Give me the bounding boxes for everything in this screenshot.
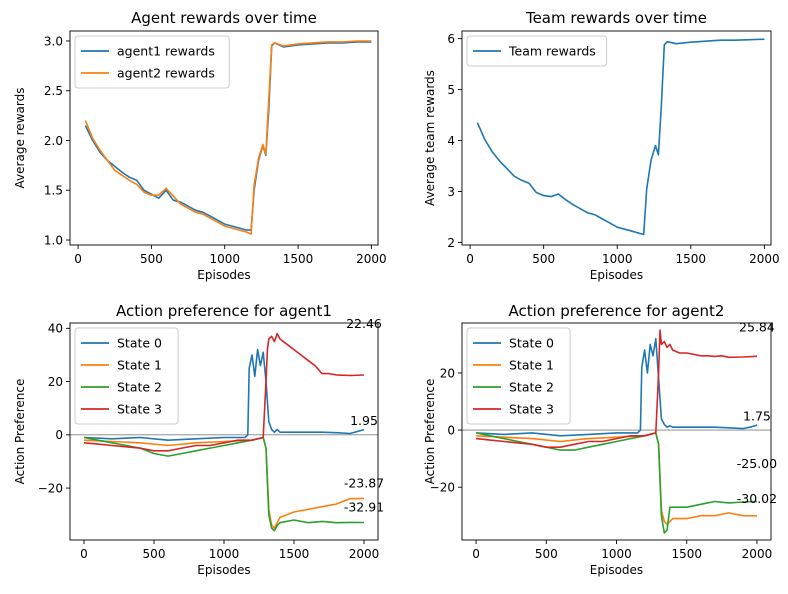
legend: Team rewards <box>466 35 608 67</box>
y-tick-label: −20 <box>38 481 63 495</box>
x-tick-label: 2000 <box>749 252 780 266</box>
x-tick-label: 0 <box>466 252 474 266</box>
y-tick-label: −20 <box>430 480 455 494</box>
y-axis-label: Action Preference <box>423 379 437 485</box>
legend-label: Team rewards <box>508 44 596 59</box>
legend-box <box>74 35 230 89</box>
x-tick-label: 1000 <box>209 252 240 266</box>
chart-panel-2: Team rewards over time 0 500 1000 1500 2000 2 3… <box>423 9 780 282</box>
final-value-annotation: 1.95 <box>350 413 378 428</box>
x-axis-label: Episodes <box>197 563 250 577</box>
x-tick-label: 2000 <box>356 252 387 266</box>
chart-panel-3: Action preference for agent1 0 500 1000 1500… <box>13 302 384 577</box>
y-tick-label: 40 <box>48 322 63 336</box>
x-tick-label: 1500 <box>283 252 314 266</box>
legend-label: State 0 <box>117 336 162 351</box>
chart-title: Action preference for agent2 <box>509 302 725 320</box>
y-axis-label: Action Preference <box>13 379 27 485</box>
series-line-state-3 <box>475 329 758 449</box>
x-tick-label: 2000 <box>742 547 773 561</box>
x-tick-label: 0 <box>472 547 480 561</box>
legend: agent1 rewards agent2 rewards <box>74 35 230 89</box>
y-axis-label: Average rewards <box>13 88 27 189</box>
legend-label: State 1 <box>509 358 554 373</box>
x-tick-label: 1500 <box>671 547 702 561</box>
y-tick-label: 20 <box>48 375 63 389</box>
legend-label: agent1 rewards <box>117 44 215 59</box>
y-tick-label: 20 <box>440 366 455 380</box>
x-tick-label: 500 <box>535 547 558 561</box>
legend-box <box>74 327 179 425</box>
y-tick-label: 2.5 <box>44 84 63 98</box>
y-tick-label: 2 <box>447 236 455 250</box>
x-axis-label: Episodes <box>197 268 250 282</box>
x-tick-label: 1000 <box>209 547 240 561</box>
series-line-team-rewards <box>476 38 765 236</box>
final-value-annotation: 1.75 <box>743 409 771 424</box>
legend-box <box>466 327 571 425</box>
x-tick-label: 500 <box>140 252 163 266</box>
x-tick-label: 0 <box>80 547 88 561</box>
y-axis-label: Average team rewards <box>423 70 437 206</box>
y-tick-label: 3 <box>447 185 455 199</box>
final-value-annotation: -32.91 <box>344 500 384 515</box>
legend-label: State 3 <box>509 402 554 417</box>
x-tick-label: 2000 <box>349 547 380 561</box>
x-tick-label: 500 <box>143 547 166 561</box>
legend: State 0 State 1 State 2 State 3 <box>74 327 179 425</box>
chart-panel-4: Action preference for agent2 0 500 1000 1500… <box>423 302 777 577</box>
legend-label: State 1 <box>117 358 162 373</box>
y-tick-label: 3.0 <box>44 34 63 48</box>
y-tick-label: 1.0 <box>44 233 63 247</box>
y-tick-label: 0 <box>447 423 455 437</box>
series-line-state-1 <box>475 432 758 526</box>
series-line-state-1 <box>83 436 365 529</box>
x-tick-label: 1500 <box>676 252 707 266</box>
legend-label: State 2 <box>509 380 554 395</box>
y-tick-label: 6 <box>447 32 455 46</box>
legend-label: State 3 <box>117 402 162 417</box>
y-tick-label: 2.0 <box>44 134 63 148</box>
chart-title: Agent rewards over time <box>131 9 317 27</box>
x-tick-label: 1000 <box>601 547 632 561</box>
x-tick-label: 1500 <box>279 547 310 561</box>
final-value-annotation: 22.46 <box>346 316 382 331</box>
plot-frame <box>69 30 379 246</box>
series-line-agent2-rewards <box>84 40 372 235</box>
legend-label: State 0 <box>509 336 554 351</box>
final-value-annotation: -30.02 <box>737 491 777 506</box>
series-line-state-0 <box>83 348 365 442</box>
final-value-annotation: -25.00 <box>737 456 777 471</box>
x-tick-label: 1000 <box>602 252 633 266</box>
x-axis-label: Episodes <box>590 563 643 577</box>
legend-label: State 2 <box>117 380 162 395</box>
chart-title: Team rewards over time <box>525 9 707 27</box>
chart-title: Action preference for agent1 <box>116 302 332 320</box>
final-value-annotation: 25.84 <box>739 320 775 335</box>
y-tick-label: 5 <box>447 83 455 97</box>
final-value-annotation: -23.87 <box>344 476 384 491</box>
x-tick-label: 500 <box>532 252 555 266</box>
plot-frame <box>461 30 772 246</box>
legend-label: agent2 rewards <box>117 66 215 81</box>
y-tick-label: 0 <box>55 428 63 442</box>
legend: State 0 State 1 State 2 State 3 <box>466 327 571 425</box>
legend-box <box>466 35 608 67</box>
x-axis-label: Episodes <box>590 268 643 282</box>
chart-panel-1: Agent rewards over time 0 500 1000 1500 2000 1… <box>13 9 387 282</box>
y-tick-label: 4 <box>447 134 455 148</box>
series-line-state-3 <box>83 332 365 452</box>
x-tick-label: 0 <box>74 252 82 266</box>
series-line-state-0 <box>475 337 758 437</box>
y-tick-label: 1.5 <box>44 184 63 198</box>
